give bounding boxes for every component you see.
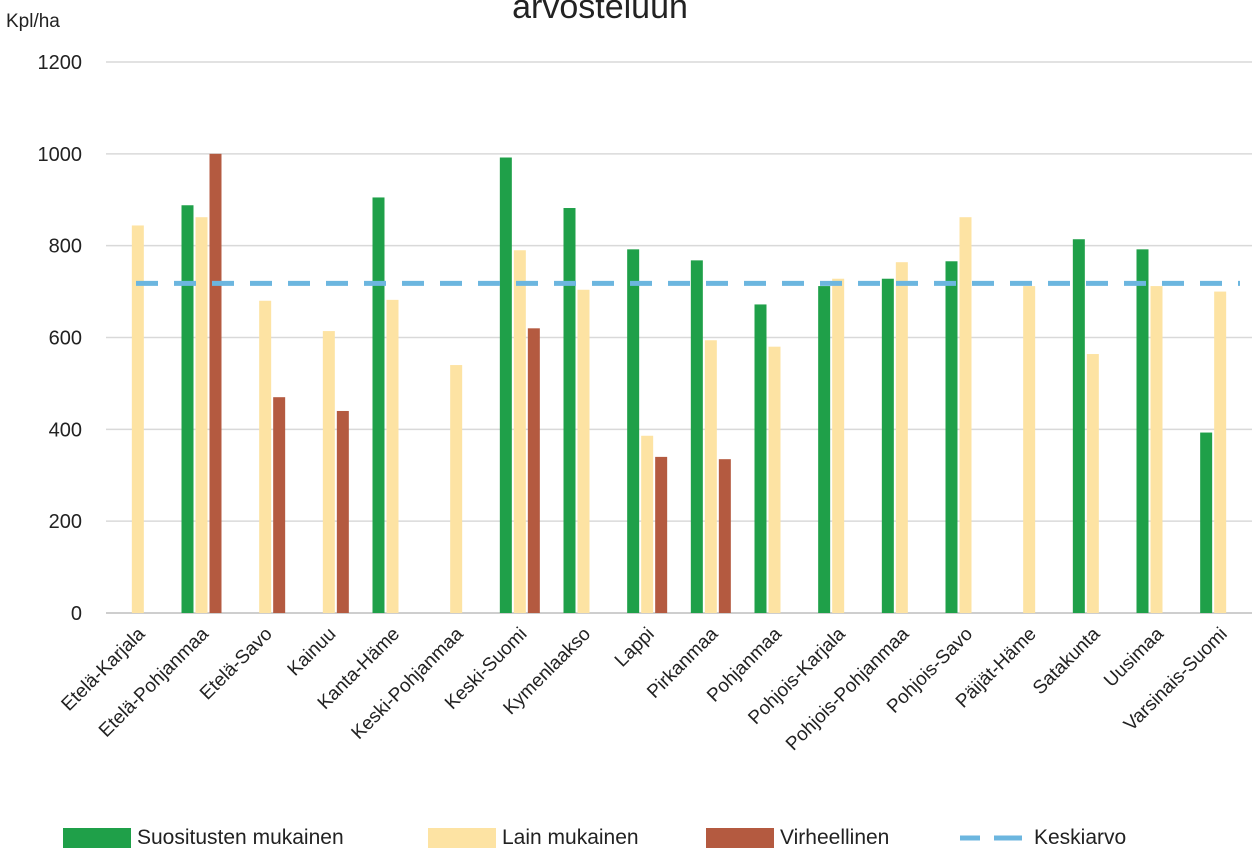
legend-label: Suositusten mukainen <box>137 826 344 849</box>
legend-item-suositusten: Suositusten mukainen <box>63 826 344 850</box>
legend: Suositusten mukainen Lain mukainen Virhe… <box>0 826 1258 856</box>
bar <box>131 225 144 614</box>
bar-chart: arvosteluun Kpl/ha 0 200 400 600 800 1000 1200… <box>6 0 1252 755</box>
bar <box>881 278 894 613</box>
bar <box>895 262 908 613</box>
y-tick-label: 1200 <box>38 52 83 74</box>
bar <box>704 340 717 613</box>
bar <box>322 331 335 613</box>
bar <box>527 328 540 613</box>
legend-label: Keskiarvo <box>1034 826 1127 849</box>
bars <box>131 153 1227 614</box>
x-tick-label: Satakunta <box>1029 623 1105 699</box>
bar <box>1086 354 1099 613</box>
bar <box>513 250 526 613</box>
legend-label: Virheellinen <box>780 826 890 849</box>
bar <box>959 217 972 613</box>
chart-title: arvosteluun <box>512 0 688 26</box>
legend-label: Lain mukainen <box>502 826 639 849</box>
y-tick-label: 600 <box>49 328 82 350</box>
bar <box>641 435 654 613</box>
legend-dash <box>960 835 1022 841</box>
bar <box>577 289 590 613</box>
legend-swatch <box>428 828 496 848</box>
bar <box>754 304 767 613</box>
bar <box>718 459 731 613</box>
bar <box>832 278 845 613</box>
bar <box>499 157 512 614</box>
y-axis-ticks: 0 200 400 600 800 1000 1200 <box>38 52 83 625</box>
y-axis-label: Kpl/ha <box>6 11 60 32</box>
bar <box>1136 249 1149 613</box>
bar <box>1200 432 1213 613</box>
x-tick-label: Kainuu <box>284 624 341 681</box>
bar <box>563 208 576 613</box>
legend-item-lain: Lain mukainen <box>428 826 639 850</box>
y-tick-label: 0 <box>71 603 82 625</box>
bar <box>386 299 399 613</box>
bar <box>627 249 640 613</box>
x-tick-label: Lappi <box>611 624 659 672</box>
bar <box>195 217 208 613</box>
bar <box>655 456 668 613</box>
legend-item-virheellinen: Virheellinen <box>706 826 889 850</box>
bar <box>209 153 222 614</box>
bar <box>259 300 272 613</box>
gridlines <box>106 61 1252 614</box>
x-tick-label: Keski-Pohjanmaa <box>348 623 468 743</box>
y-tick-label: 1000 <box>38 144 83 166</box>
bar <box>273 397 286 613</box>
bar <box>450 365 463 613</box>
bar <box>1150 286 1163 613</box>
legend-swatch <box>706 828 774 848</box>
bar <box>1214 291 1227 613</box>
y-tick-label: 200 <box>49 511 82 533</box>
bar <box>945 261 958 613</box>
legend-item-keskiarvo: Keskiarvo <box>958 826 1126 850</box>
bar <box>1023 286 1036 613</box>
bar <box>372 197 385 613</box>
bar <box>336 410 349 613</box>
x-tick-label: Pohjois-Pohjanmaa <box>782 623 914 755</box>
legend-swatch <box>63 828 131 848</box>
bar <box>818 286 831 613</box>
y-tick-label: 800 <box>49 236 82 258</box>
x-tick-label: Etelä-Pohjanmaa <box>95 623 213 741</box>
bar <box>181 205 194 613</box>
bar <box>1072 239 1085 613</box>
bar <box>768 346 781 613</box>
y-tick-label: 400 <box>49 419 82 441</box>
bar <box>690 260 703 613</box>
